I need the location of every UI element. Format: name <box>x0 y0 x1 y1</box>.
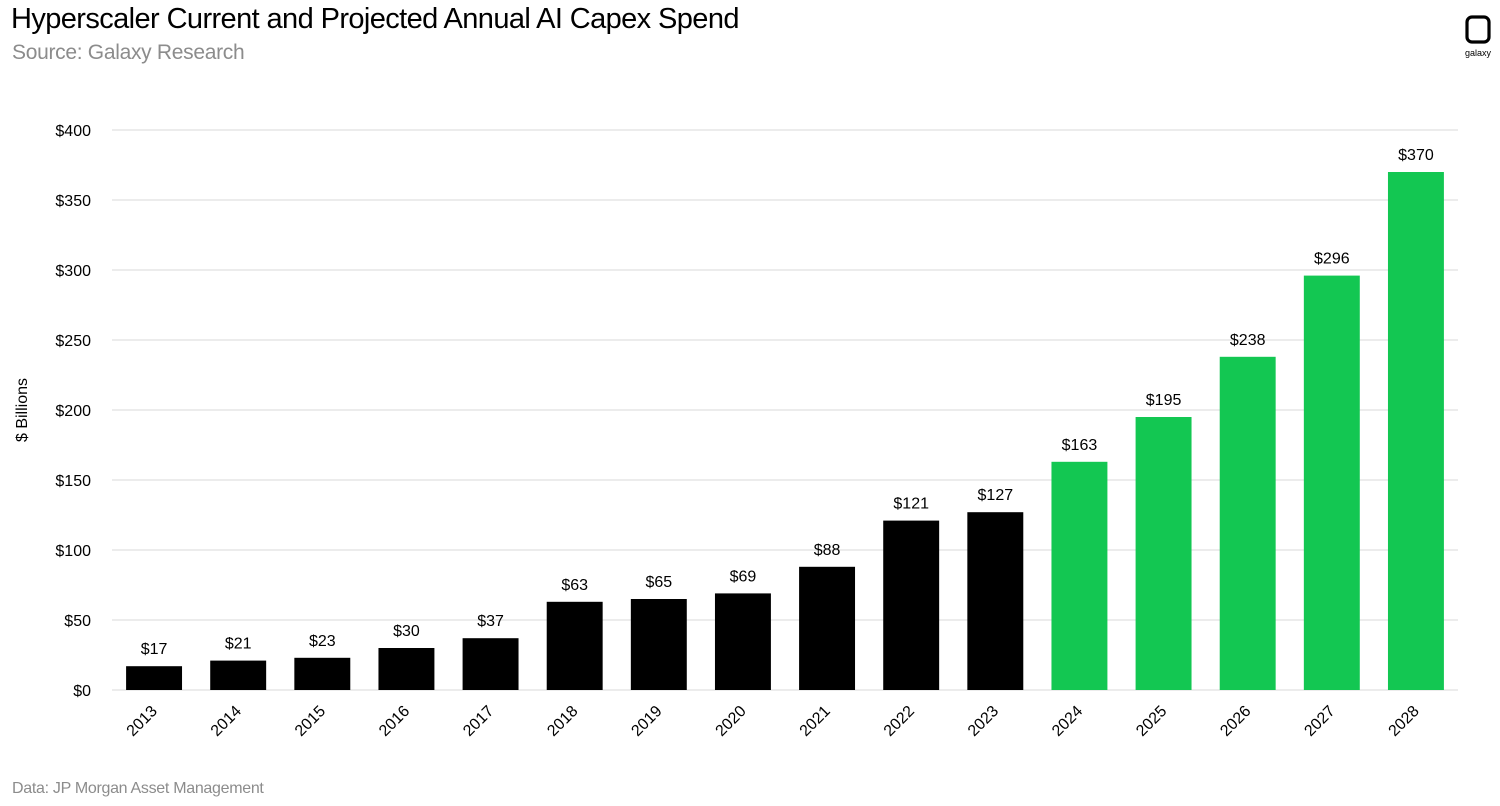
x-axis-ticks: 2013 2014 2015 2016 2017 2018 2019 2020 2021 2022… <box>124 703 1423 740</box>
bar-2024 <box>1051 461 1108 690</box>
x-tick-label: 2028 <box>1386 703 1423 740</box>
bar-2020 <box>714 593 771 690</box>
data-label: $63 <box>561 577 588 594</box>
x-tick-label: 2018 <box>544 703 581 740</box>
y-axis-label: $ Billions <box>14 378 31 442</box>
x-tick-label: 2014 <box>208 703 245 740</box>
x-tick-label: 2027 <box>1301 703 1338 740</box>
x-tick-label: 2019 <box>628 703 665 740</box>
galaxy-logo-label: galaxy <box>1464 48 1491 58</box>
data-label: $30 <box>393 623 420 640</box>
y-tick-label: $350 <box>55 193 91 210</box>
bar-2021 <box>799 566 856 690</box>
x-tick-label: 2015 <box>292 703 329 740</box>
data-label: $65 <box>645 574 672 591</box>
data-label: $163 <box>1062 437 1098 454</box>
bars <box>126 172 1444 690</box>
data-label: $37 <box>477 613 504 630</box>
bar-2022 <box>883 520 940 690</box>
y-tick-label: $300 <box>55 263 91 280</box>
bar-2027 <box>1303 275 1360 690</box>
data-label: $69 <box>730 568 757 585</box>
y-tick-label: $100 <box>55 543 91 560</box>
bar-2019 <box>630 599 687 690</box>
x-tick-label: 2020 <box>713 703 750 740</box>
y-axis-ticks: $0 $50 $100 $150 $200 $250 $300 $350 $400 <box>55 123 91 700</box>
bar-2016 <box>378 648 435 690</box>
data-labels: $17 $21 $23 $30 $37 $63 $65 $69 $88 $121 $127 $163 $… <box>141 147 1434 658</box>
bar-2015 <box>294 657 351 690</box>
galaxy-logo-icon <box>1465 15 1491 44</box>
footer-note: Data: JP Morgan Asset Management <box>12 780 264 797</box>
x-tick-label: 2026 <box>1217 703 1254 740</box>
x-tick-label: 2025 <box>1133 703 1170 740</box>
x-tick-label: 2016 <box>376 703 413 740</box>
x-tick-label: 2013 <box>124 703 161 740</box>
y-tick-label: $0 <box>73 683 91 700</box>
bar-2017 <box>462 638 519 690</box>
bar-2014 <box>210 660 267 690</box>
y-tick-label: $400 <box>55 123 91 140</box>
chart-title: Hyperscaler Current and Projected Annual… <box>11 3 740 35</box>
data-label: $127 <box>978 487 1014 504</box>
galaxy-logo: galaxy <box>1458 12 1498 62</box>
chart-subtitle: Source: Galaxy Research <box>12 41 245 64</box>
bar-2028 <box>1387 172 1444 690</box>
bar-2013 <box>126 666 183 690</box>
y-tick-label: $200 <box>55 403 91 420</box>
bar-2025 <box>1135 417 1192 690</box>
data-label: $121 <box>893 496 929 513</box>
data-label: $195 <box>1146 392 1182 409</box>
data-label: $238 <box>1230 332 1266 349</box>
x-tick-label: 2023 <box>965 703 1002 740</box>
x-tick-label: 2017 <box>460 703 497 740</box>
x-tick-label: 2022 <box>881 703 918 740</box>
data-label: $296 <box>1314 251 1350 268</box>
y-tick-label: $50 <box>64 613 91 630</box>
x-tick-label: 2024 <box>1049 703 1086 740</box>
data-label: $21 <box>225 636 252 653</box>
bar-2023 <box>967 512 1024 690</box>
data-label: $370 <box>1398 147 1434 164</box>
x-tick-label: 2021 <box>797 703 834 740</box>
data-label: $23 <box>309 633 336 650</box>
data-label: $88 <box>814 542 841 559</box>
bar-2018 <box>546 601 603 690</box>
y-tick-label: $150 <box>55 473 91 490</box>
data-label: $17 <box>141 641 168 658</box>
bar-2026 <box>1219 356 1276 690</box>
y-tick-label: $250 <box>55 333 91 350</box>
